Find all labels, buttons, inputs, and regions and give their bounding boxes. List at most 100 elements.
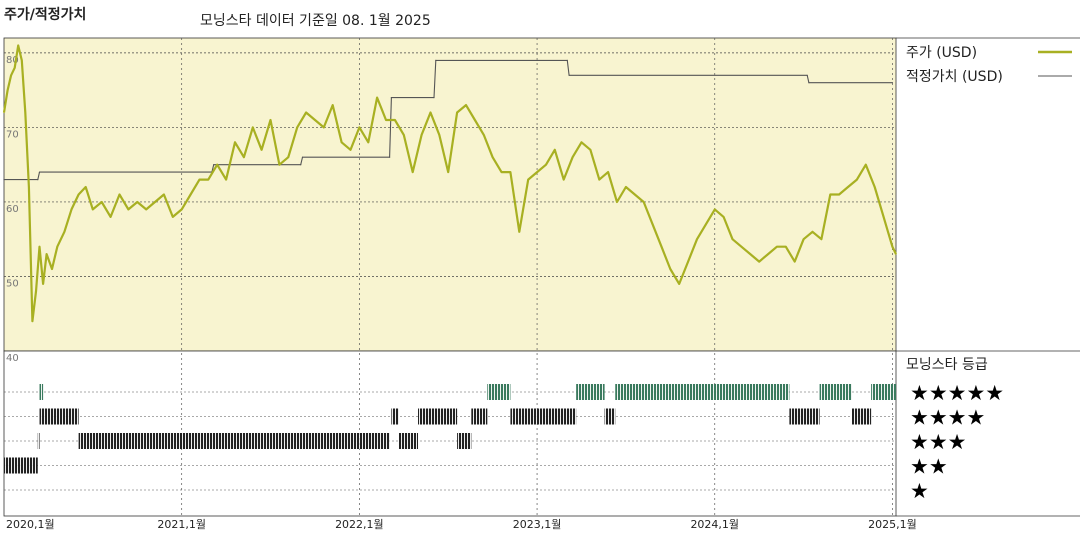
price-point — [891, 246, 894, 248]
rating-bar-4-stars — [604, 408, 616, 425]
price-point — [278, 164, 280, 166]
price-point — [749, 253, 751, 255]
fair_value-point — [435, 59, 437, 62]
price-point — [70, 208, 73, 210]
price-point — [412, 171, 414, 173]
rating-bar-4-stars — [789, 408, 820, 425]
price-point — [376, 97, 378, 99]
price-point — [269, 119, 272, 121]
rating-bar-3-stars — [398, 433, 419, 449]
rating-bar-3-stars — [37, 433, 40, 449]
price-point — [518, 231, 520, 233]
price-point — [895, 253, 897, 255]
rating-bar-4-stars — [471, 408, 488, 425]
x-tick-label: 2025,1월 — [868, 518, 917, 531]
price-point — [14, 67, 16, 69]
price-point — [785, 246, 787, 248]
price-point — [136, 201, 138, 203]
fair_value-line — [4, 59, 893, 181]
price-point — [421, 134, 423, 136]
price-point — [723, 216, 725, 218]
price-point — [110, 216, 112, 218]
price-point — [3, 111, 5, 114]
price-point — [847, 186, 849, 188]
fair_value-point — [891, 82, 894, 84]
rating-bar-4-stars — [851, 408, 872, 425]
price-point — [31, 320, 33, 322]
price-point — [803, 238, 805, 240]
price-point — [154, 201, 156, 203]
price-point — [181, 208, 183, 210]
price-point — [811, 231, 814, 233]
price-point — [287, 156, 289, 158]
price-point — [563, 179, 565, 181]
price-point — [625, 186, 627, 188]
fair_value-point — [808, 82, 810, 84]
price-point — [705, 223, 707, 225]
fair_value-point — [433, 97, 435, 99]
rating-bar-5-stars — [487, 384, 511, 400]
legend-label-fair_value: 적정가치 (USD) — [906, 69, 1003, 85]
price-point — [536, 171, 538, 173]
fair_value-point — [37, 179, 39, 181]
price-point — [145, 208, 147, 210]
price-point — [865, 164, 867, 166]
price-point — [21, 59, 23, 62]
rating-bar-4-stars — [510, 408, 577, 425]
price-point — [465, 104, 467, 106]
y-tick-label: 50 — [6, 278, 19, 289]
price-point — [794, 261, 796, 263]
x-tick-label: 2024,1월 — [690, 518, 739, 531]
rating-bar-5-stars — [615, 384, 790, 400]
rating-bar-4-stars — [39, 408, 79, 425]
price-point — [554, 149, 556, 151]
price-point — [500, 171, 503, 173]
price-point — [776, 246, 778, 248]
price-point — [447, 171, 449, 173]
chart-subtitle: 모닝스타 데이터 기준일 08. 1월 2025 — [200, 13, 431, 29]
price-point — [358, 126, 360, 128]
price-point — [252, 126, 254, 128]
price-point — [341, 141, 343, 143]
rating-bar-3-stars — [457, 433, 472, 449]
fair_value-point — [213, 164, 215, 166]
rating-legend-stars: ★★★★★ — [910, 381, 1004, 405]
rating-bar-2-stars — [4, 457, 38, 474]
price-point — [243, 156, 245, 158]
rating-bar-5-stars — [819, 384, 852, 400]
price-point — [678, 283, 680, 285]
price-point — [829, 193, 831, 196]
price-point — [492, 156, 494, 158]
price-point — [527, 179, 529, 181]
price-point — [429, 111, 432, 114]
y-tick-label: 60 — [6, 204, 19, 215]
chart-title: 주가/적정가치 — [4, 7, 87, 23]
rating-legend-stars: ★★★★ — [910, 406, 985, 430]
price-point — [163, 193, 165, 196]
y-tick-label: 80 — [6, 55, 19, 66]
price-point — [28, 186, 30, 188]
price-point — [483, 134, 485, 136]
price-point — [660, 246, 663, 248]
price-point — [207, 179, 209, 181]
price-point — [838, 193, 840, 196]
fair_value-point — [301, 156, 304, 158]
price-point — [51, 268, 53, 270]
price-point — [607, 171, 609, 173]
rating-legend-stars: ★★★ — [910, 430, 966, 454]
price-point — [216, 164, 218, 166]
price-point — [10, 74, 12, 76]
price-point — [7, 89, 9, 91]
price-point — [118, 193, 121, 196]
price-point — [598, 179, 600, 181]
price-point — [456, 111, 458, 114]
price-point — [687, 261, 689, 263]
rating-legend-title: 모닝스타 등급 — [906, 357, 988, 373]
price-point — [24, 111, 26, 114]
rating-bar-3-stars — [78, 433, 390, 449]
price-point — [234, 141, 236, 143]
fair_value-point — [300, 164, 302, 166]
price-point — [883, 216, 885, 218]
price-point — [874, 186, 876, 188]
price-point — [856, 179, 858, 181]
